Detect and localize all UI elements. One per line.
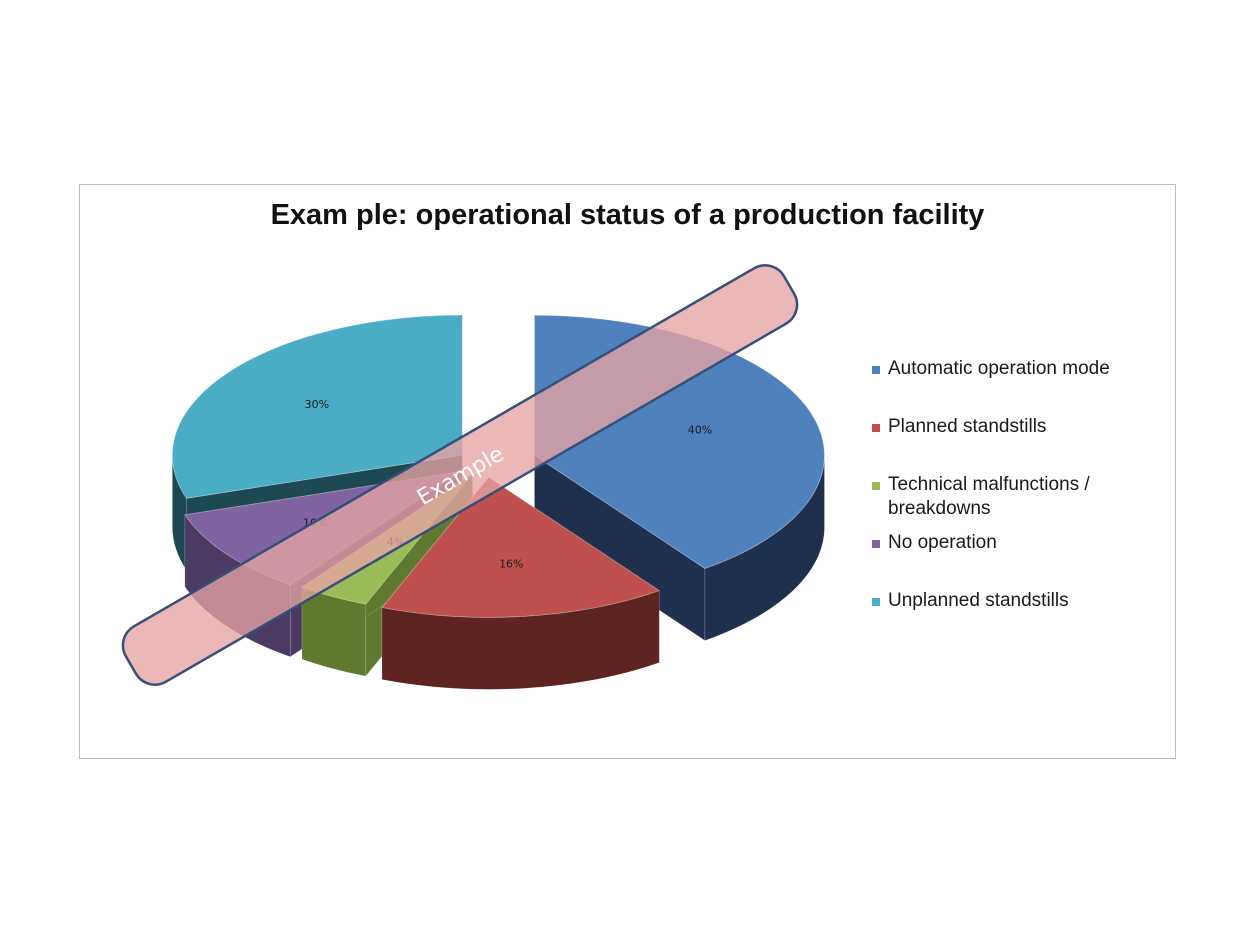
chart-frame: Exam ple: operational status of a produc… <box>79 184 1176 759</box>
legend-item-automatic-operation-mode: Automatic operation mode <box>872 357 1110 381</box>
legend-label: No operation <box>888 532 997 553</box>
data-label-unplanned-standstills: 30% <box>305 398 329 411</box>
data-label-planned-standstills: 16% <box>499 557 523 570</box>
data-label-automatic-operation-mode: 40% <box>688 423 712 436</box>
legend-label: Automatic operation mode <box>888 358 1110 379</box>
watermark-band <box>121 264 799 686</box>
legend-label: Unplanned standstills <box>888 590 1069 611</box>
legend-swatch <box>872 424 880 432</box>
legend-swatch <box>872 366 880 374</box>
legend-swatch <box>872 482 880 490</box>
legend-label: Planned standstills <box>888 416 1047 437</box>
legend-item-no-operation: No operation <box>872 531 997 555</box>
pie-slice-planned-standstills <box>381 476 661 618</box>
legend-label: Technical malfunctions / breakdowns <box>888 474 1090 519</box>
pie-chart: 40%16%4%10%30% Example <box>121 264 825 690</box>
legend-item-planned-standstills: Planned standstills <box>872 415 1046 439</box>
legend-item-unplanned-standstills: Unplanned standstills <box>872 589 1069 613</box>
legend-swatch <box>872 598 880 606</box>
chart-title: Exam ple: operational status of a produc… <box>270 199 985 231</box>
legend-item-technical-malfunctions-breakdowns: Technical malfunctions / breakdowns <box>872 473 1090 521</box>
pie-slice-unplanned-standstills <box>172 314 463 499</box>
legend-swatch <box>872 540 880 548</box>
